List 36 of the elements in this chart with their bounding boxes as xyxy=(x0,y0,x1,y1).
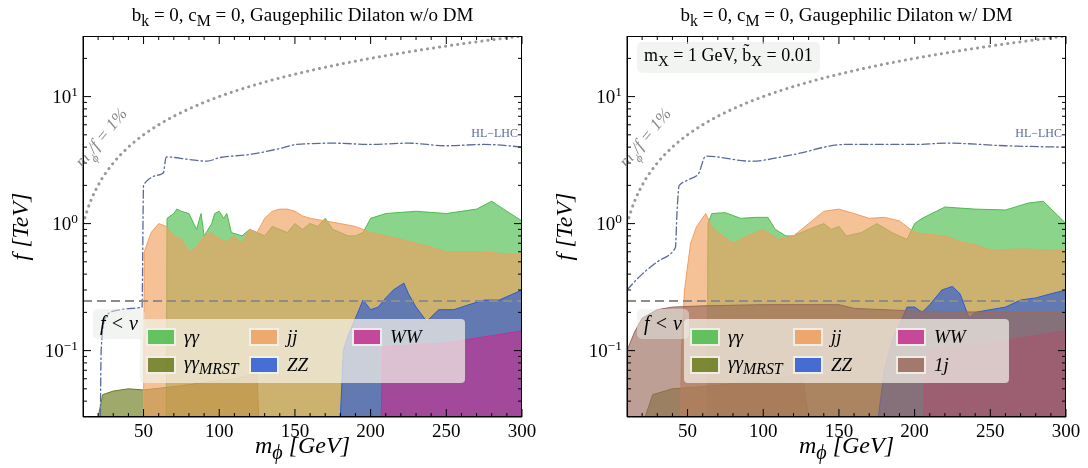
legend-label: WW xyxy=(389,326,422,348)
chart-title: b$_{k}$ = 0, c$_{M}$ = 0, Gaugephilic Dilaton w/o DM xyxy=(130,4,475,30)
series-label: HL−LHC xyxy=(471,126,518,141)
ref-line-label: f < v xyxy=(644,311,683,335)
legend-label: 1j xyxy=(933,354,949,376)
legend-label: jj xyxy=(831,326,842,348)
annotation: m$_{X}$ = 1 GeV, b̃$_{X}$ = 0.01 xyxy=(637,42,820,73)
legend-label: γγ$_{MRST}$ xyxy=(184,352,239,378)
legend-label: ZZ xyxy=(831,354,853,376)
x-tick-label: 250 xyxy=(432,420,461,441)
y-tick-label: 10$^{1}$ xyxy=(52,83,78,107)
legend-label: γγ$_{MRST}$ xyxy=(728,352,783,378)
x-tick-label: 50 xyxy=(134,420,154,441)
y-tick-label: 10$^{1}$ xyxy=(596,83,622,107)
x-tick-label: 250 xyxy=(976,420,1005,441)
legend-label: ZZ xyxy=(287,354,309,376)
x-tick-label: 200 xyxy=(900,420,929,441)
legend-label: WW xyxy=(933,326,966,348)
chart-title: b$_{k}$ = 0, c$_{M}$ = 0, Gaugephilic Dilaton w/ DM xyxy=(679,4,1014,30)
legend-label: γγ xyxy=(184,326,200,348)
legend-label: jj xyxy=(287,326,298,348)
y-axis-title: f [TeV] xyxy=(550,191,578,263)
y-tick-label: 10$^{−1}$ xyxy=(44,337,78,361)
ref-line-label: f < v xyxy=(100,311,139,335)
y-tick-label: 10$^{0}$ xyxy=(596,210,623,234)
x-tick-label: 300 xyxy=(1051,420,1081,441)
y-tick-label: 10$^{0}$ xyxy=(52,210,79,234)
x-tick-label: 200 xyxy=(356,420,385,441)
y-axis-title: f [TeV] xyxy=(6,191,34,263)
x-tick-label: 300 xyxy=(507,420,537,441)
series-label: HL−LHC xyxy=(1015,126,1062,141)
y-tick-label: 10$^{−1}$ xyxy=(588,337,622,361)
x-tick-label: 100 xyxy=(204,420,234,441)
legend-label: γγ xyxy=(728,326,744,348)
x-tick-label: 100 xyxy=(748,420,778,441)
x-tick-label: 50 xyxy=(678,420,698,441)
